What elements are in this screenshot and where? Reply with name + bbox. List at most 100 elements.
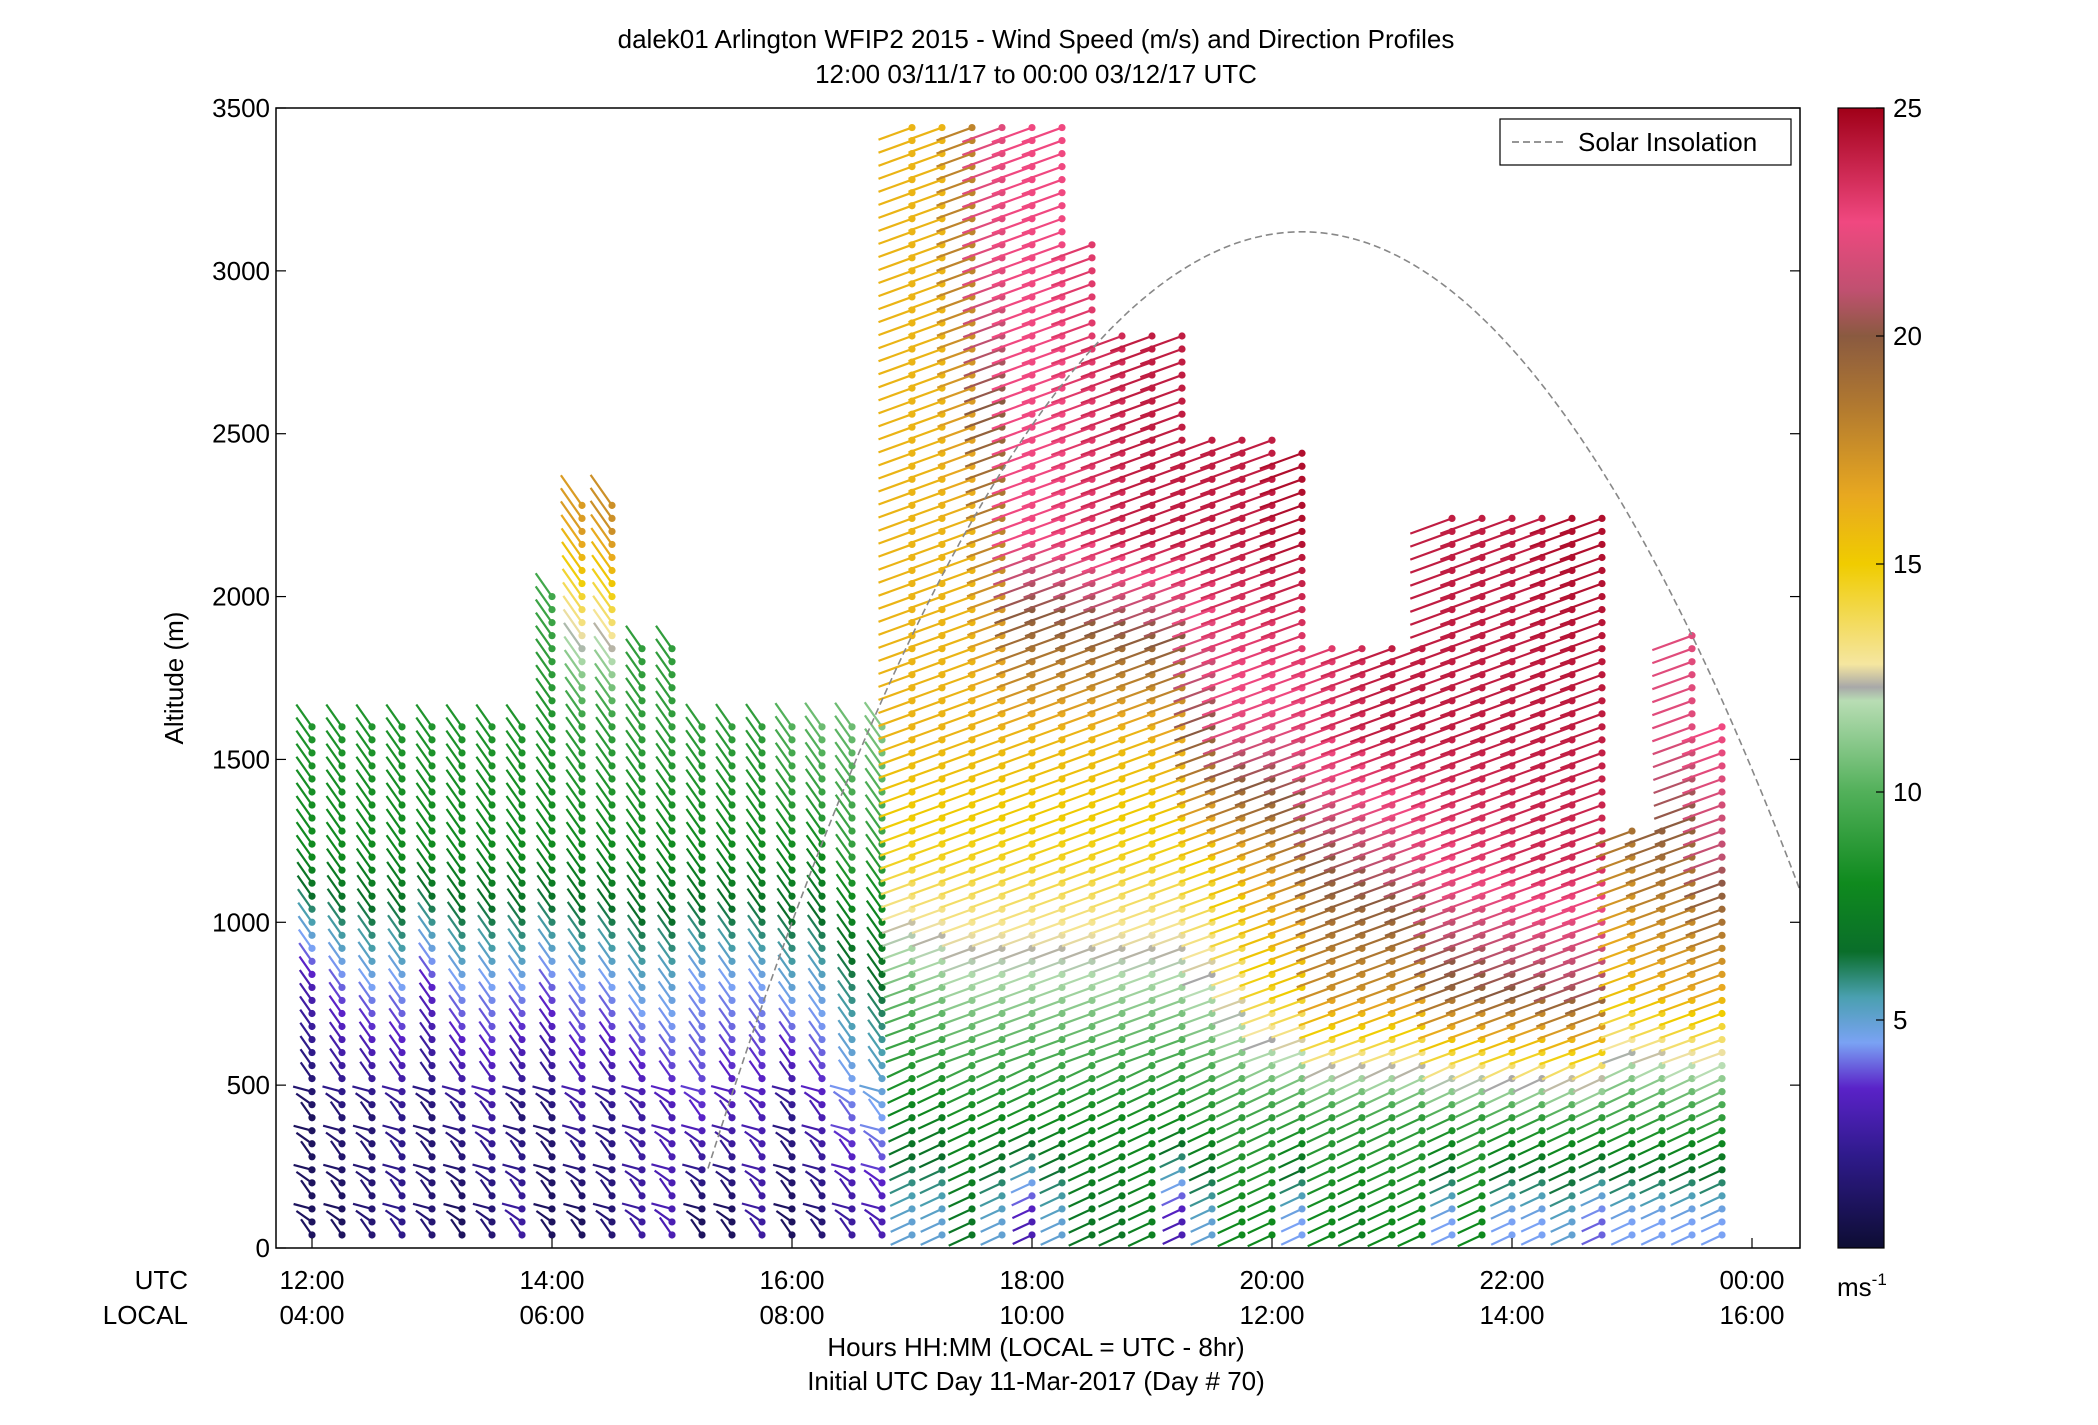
wind-barb-dot	[1028, 1231, 1036, 1239]
wind-barb-stem	[566, 887, 583, 910]
wind-barb-stem	[1626, 921, 1663, 937]
wind-barb-dot	[698, 1009, 706, 1018]
wind-barb-stem	[991, 439, 1033, 456]
wind-barb-stem	[1093, 1012, 1123, 1025]
wind-barb-dot	[608, 592, 616, 601]
wind-barb-stem	[1146, 699, 1183, 715]
wind-barb-stem	[1231, 712, 1273, 730]
wind-barb-stem	[1122, 986, 1153, 999]
wind-barb-stem	[1365, 1103, 1393, 1118]
wind-barb-stem	[1559, 608, 1603, 626]
wind-barb-stem	[1050, 491, 1093, 509]
wind-barb-stem	[1534, 999, 1573, 1015]
wind-barb-stem	[1033, 1025, 1063, 1038]
wind-barb-stem	[415, 821, 433, 845]
wind-barb-dot	[518, 736, 526, 744]
wind-barb-stem	[938, 712, 973, 728]
wind-barb-stem	[386, 861, 403, 884]
wind-barb-stem	[1290, 699, 1333, 717]
wind-barb-dot	[848, 723, 856, 731]
wind-barb-dot	[308, 1022, 316, 1031]
wind-barb-stem	[1093, 1025, 1123, 1038]
wind-barb-dot	[488, 1009, 496, 1018]
wind-barb-dot	[668, 840, 676, 848]
wind-barb-dot	[638, 1022, 646, 1031]
wind-barb-stem	[1307, 1220, 1333, 1235]
wind-barb-dot	[998, 1218, 1006, 1226]
wind-barb-dot	[728, 957, 736, 965]
wind-barb-dot	[1178, 1035, 1186, 1044]
wind-barb-dot	[1688, 1179, 1696, 1187]
wind-barb-stem	[591, 554, 613, 585]
wind-barb-stem	[878, 517, 913, 532]
wind-barb-dot	[1238, 1205, 1246, 1213]
wind-barb-dot	[1028, 1166, 1036, 1174]
wind-barb-stem	[1597, 908, 1633, 923]
wind-barb-stem	[1410, 777, 1453, 795]
wind-barb-stem	[1236, 830, 1273, 846]
wind-barb-stem	[1229, 530, 1273, 548]
wind-barb-stem	[967, 621, 1003, 637]
wind-barb-stem	[938, 751, 973, 767]
wind-barb-stem	[1508, 1038, 1543, 1053]
wind-barb-dot	[1448, 1205, 1456, 1213]
wind-barb-stem	[1143, 608, 1183, 625]
wind-barb-dot	[488, 1140, 496, 1148]
wind-barb-stem	[1469, 582, 1513, 600]
wind-barb-dot	[608, 540, 616, 549]
wind-barb-dot	[1358, 1140, 1366, 1148]
wind-barb-stem	[388, 1020, 403, 1041]
wind-barb-stem	[627, 980, 643, 1002]
wind-barb-stem	[1275, 1103, 1303, 1118]
wind-barb-dot	[668, 1205, 676, 1213]
wind-barb-stem	[1145, 673, 1183, 689]
wind-barb-stem	[991, 126, 1033, 144]
wind-barb-stem	[969, 830, 1003, 844]
wind-barb-dot	[638, 827, 646, 835]
wind-barb-stem	[866, 939, 883, 963]
wind-barb-stem	[1035, 1064, 1063, 1079]
wind-barb-stem	[445, 769, 463, 793]
wind-barb-stem	[836, 900, 853, 923]
wind-barb-stem	[1325, 947, 1363, 963]
wind-barb-dot	[488, 840, 496, 848]
wind-barb-stem	[834, 794, 853, 819]
wind-barb-stem	[1247, 1207, 1273, 1222]
wind-barb-dot	[1298, 1192, 1306, 1200]
wind-barb-stem	[1559, 725, 1603, 744]
wind-barb-stem	[775, 821, 793, 845]
wind-barb-stem	[1203, 751, 1243, 768]
wind-barb-stem	[1546, 1129, 1573, 1144]
wind-barb-stem	[878, 634, 913, 649]
wind-barb-dot	[1598, 645, 1606, 653]
wind-barb-dot	[1598, 1140, 1606, 1148]
wind-barb-dot	[818, 866, 826, 874]
wind-barb-dot	[788, 801, 796, 809]
wind-barb-dot	[338, 1009, 346, 1018]
wind-barb-dot	[878, 1114, 886, 1122]
wind-barb-stem	[775, 794, 793, 819]
wind-barb-stem	[1139, 347, 1183, 366]
wind-barb-dot	[518, 1192, 526, 1200]
wind-barb-stem	[717, 981, 733, 1002]
wind-barb-stem	[1469, 530, 1513, 548]
wind-barb-stem	[1112, 595, 1153, 612]
wind-barb-dot	[458, 1048, 466, 1057]
wind-barb-dot	[848, 1114, 856, 1122]
wind-barb-stem	[598, 994, 613, 1015]
wind-barb-stem	[909, 843, 943, 857]
wind-barb-dot	[1508, 1140, 1516, 1148]
wind-barb-stem	[1529, 725, 1573, 744]
wind-barb-stem	[1598, 960, 1633, 975]
wind-barb-stem	[328, 981, 343, 1002]
wind-barb-dot	[758, 983, 766, 992]
wind-barb-stem	[1529, 621, 1573, 639]
wind-barb-dot	[1328, 1088, 1336, 1096]
wind-barb-dot	[668, 749, 676, 757]
wind-barb-dot	[1208, 1140, 1216, 1148]
wind-barb-stem	[1067, 1181, 1093, 1195]
wind-barb-stem	[686, 861, 703, 884]
wind-barb-stem	[325, 756, 343, 780]
wind-barb-dot	[638, 970, 646, 979]
wind-barb-dot	[788, 1088, 796, 1096]
